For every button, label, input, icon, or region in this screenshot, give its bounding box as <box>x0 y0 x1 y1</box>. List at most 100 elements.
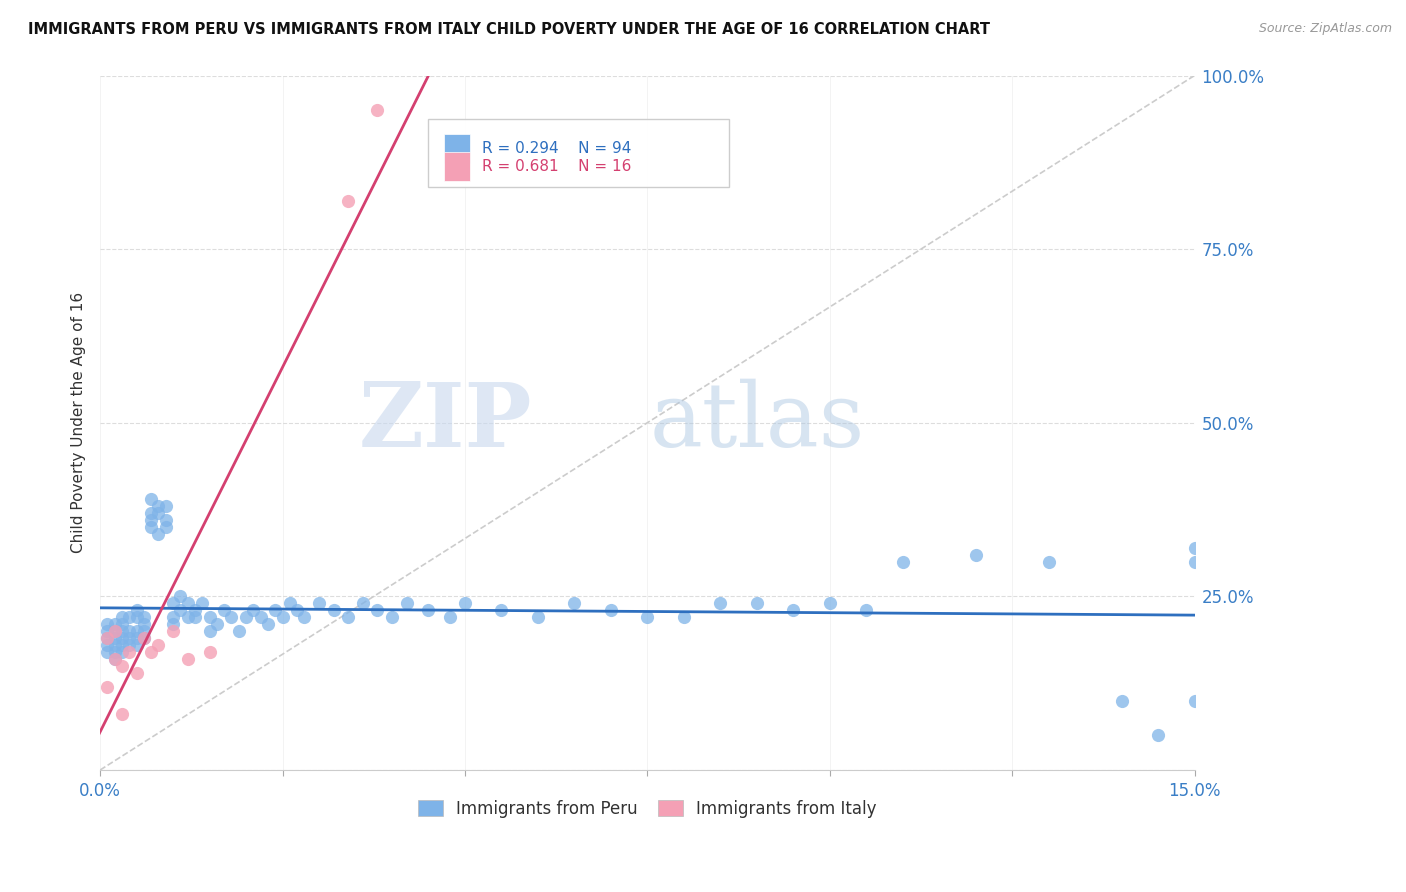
Point <box>745 596 768 610</box>
Point <box>564 596 586 610</box>
Point <box>891 555 914 569</box>
Point <box>176 652 198 666</box>
Point <box>337 194 360 208</box>
Point <box>221 610 243 624</box>
Point <box>352 596 374 610</box>
Point <box>271 610 294 624</box>
Point <box>285 603 308 617</box>
Point <box>111 638 134 652</box>
Point <box>118 638 141 652</box>
Point <box>111 658 134 673</box>
Point <box>118 610 141 624</box>
Point <box>322 603 344 617</box>
Point <box>104 638 127 652</box>
Text: R = 0.681    N = 16: R = 0.681 N = 16 <box>482 159 631 174</box>
Point <box>125 603 148 617</box>
Point <box>366 103 388 118</box>
Point <box>337 610 360 624</box>
Point <box>125 638 148 652</box>
Point <box>96 617 118 632</box>
Point <box>278 596 301 610</box>
Point <box>125 665 148 680</box>
Point <box>111 617 134 632</box>
Point <box>141 645 163 659</box>
Point <box>104 631 127 645</box>
Point <box>141 492 163 507</box>
Point <box>294 610 316 624</box>
Point <box>111 631 134 645</box>
Point <box>104 652 127 666</box>
Point <box>264 603 287 617</box>
Point <box>104 624 127 639</box>
Point <box>148 506 170 520</box>
Point <box>162 617 184 632</box>
Point <box>111 707 134 722</box>
Point <box>176 610 198 624</box>
Point <box>184 610 207 624</box>
Point <box>169 603 191 617</box>
Point <box>162 610 184 624</box>
Point <box>132 617 155 632</box>
Point <box>527 610 550 624</box>
Point <box>148 638 170 652</box>
FancyBboxPatch shape <box>444 134 470 163</box>
Point <box>242 603 264 617</box>
Point <box>148 527 170 541</box>
Point <box>205 617 228 632</box>
Point <box>125 631 148 645</box>
Point <box>132 631 155 645</box>
Point <box>169 590 191 604</box>
Point <box>104 652 127 666</box>
Point <box>818 596 841 610</box>
Point <box>1184 541 1206 555</box>
Point <box>96 645 118 659</box>
Point <box>235 610 257 624</box>
Text: IMMIGRANTS FROM PERU VS IMMIGRANTS FROM ITALY CHILD POVERTY UNDER THE AGE OF 16 : IMMIGRANTS FROM PERU VS IMMIGRANTS FROM … <box>28 22 990 37</box>
Point <box>672 610 695 624</box>
Point <box>125 624 148 639</box>
Point <box>104 624 127 639</box>
Point <box>96 631 118 645</box>
Point <box>257 617 280 632</box>
Point <box>132 610 155 624</box>
Point <box>132 631 155 645</box>
Point <box>418 603 440 617</box>
FancyBboxPatch shape <box>444 152 470 181</box>
Text: ZIP: ZIP <box>359 379 533 467</box>
Point <box>118 624 141 639</box>
Point <box>148 499 170 513</box>
Point <box>155 499 177 513</box>
Point <box>118 631 141 645</box>
Y-axis label: Child Poverty Under the Age of 16: Child Poverty Under the Age of 16 <box>72 293 86 553</box>
Point <box>855 603 877 617</box>
Point <box>439 610 461 624</box>
Point <box>104 617 127 632</box>
Point <box>125 610 148 624</box>
Point <box>111 645 134 659</box>
Point <box>395 596 418 610</box>
Point <box>381 610 404 624</box>
Text: atlas: atlas <box>650 379 865 467</box>
Point <box>96 631 118 645</box>
Point <box>198 645 221 659</box>
Text: R = 0.294    N = 94: R = 0.294 N = 94 <box>482 141 631 156</box>
Point <box>965 548 987 562</box>
Point <box>96 680 118 694</box>
Point <box>782 603 804 617</box>
Point <box>141 520 163 534</box>
FancyBboxPatch shape <box>429 119 730 186</box>
Point <box>191 596 214 610</box>
Point <box>1111 693 1133 707</box>
Point <box>141 513 163 527</box>
Point <box>111 610 134 624</box>
Point <box>491 603 513 617</box>
Point <box>184 603 207 617</box>
Point <box>1147 728 1170 742</box>
Point <box>308 596 330 610</box>
Point <box>176 596 198 610</box>
Point <box>162 596 184 610</box>
Point <box>96 624 118 639</box>
Point <box>141 506 163 520</box>
Point <box>212 603 235 617</box>
Point <box>454 596 477 610</box>
